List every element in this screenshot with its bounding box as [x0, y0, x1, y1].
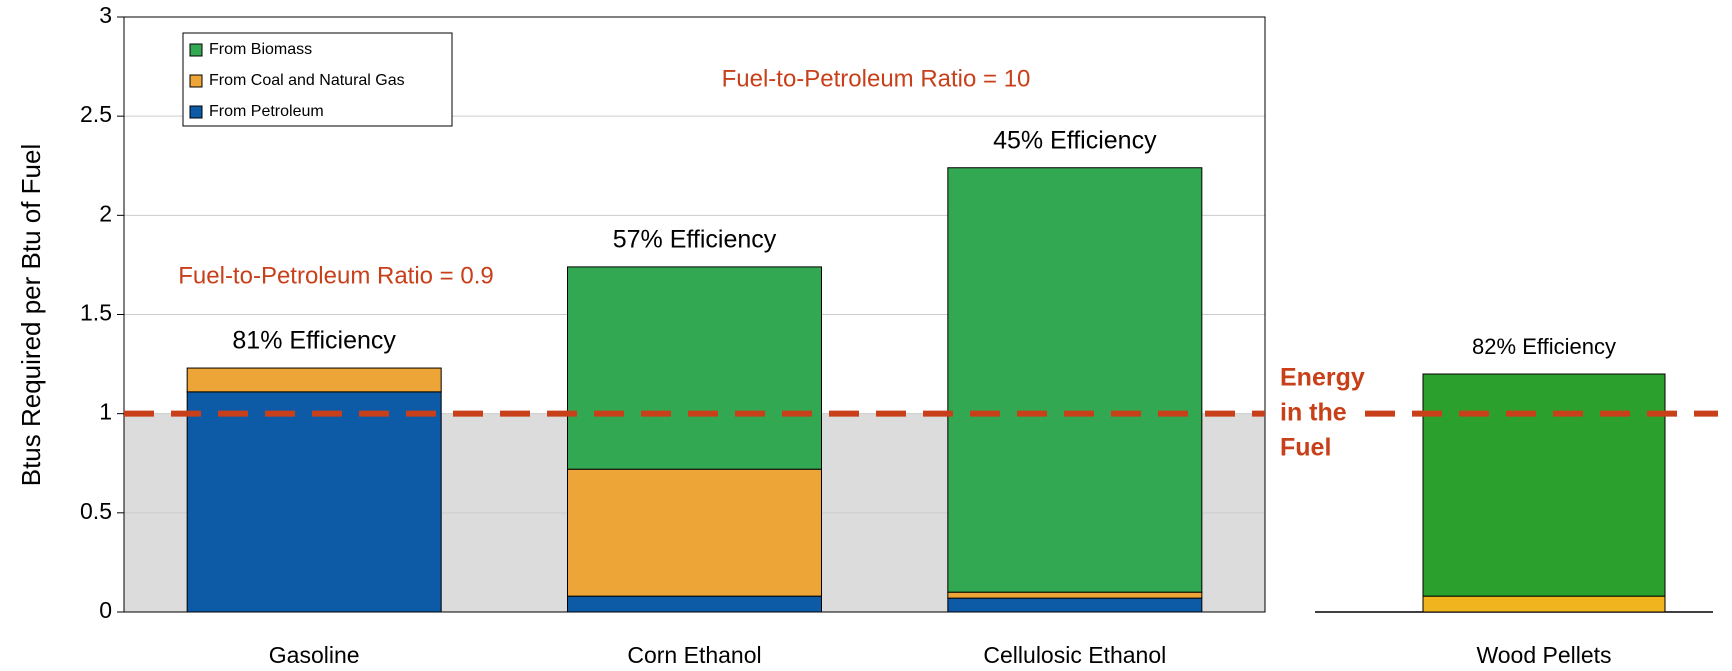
x-tick-label: Cellulosic Ethanol [983, 642, 1166, 668]
bar-label: 81% Efficiency [232, 327, 396, 355]
legend-swatch [189, 74, 203, 88]
x-tick-label: Wood Pellets [1476, 642, 1611, 668]
legend-swatch [189, 105, 203, 119]
bar-segment [186, 391, 442, 613]
x-tick-label: Corn Ethanol [627, 642, 761, 668]
bar-segment [186, 367, 442, 393]
y-tick-label: 1 [99, 399, 112, 425]
y-tick-label: 0.5 [80, 498, 112, 524]
bar-label: 57% Efficiency [613, 226, 777, 254]
reference-label: Fuel [1280, 433, 1331, 461]
y-tick-label: 2.5 [80, 101, 112, 127]
legend: From Biomass From Coal and Natural Gas Fro… [182, 32, 453, 127]
bar-segment [947, 591, 1203, 599]
y-tick-label: 3 [99, 2, 112, 28]
bar-segment [1422, 373, 1666, 597]
bar-segment [947, 597, 1203, 613]
legend-label: From Coal and Natural Gas [209, 72, 405, 89]
y-axis-title: Btus Required per Btu of Fuel [16, 144, 46, 487]
reference-label: in the [1280, 398, 1347, 426]
bar-segment [567, 595, 822, 613]
bar-label: 82% Efficiency [1472, 334, 1616, 359]
x-tick-label: Gasoline [269, 642, 360, 668]
annotation: Fuel-to-Petroleum Ratio = 0.9 [178, 262, 493, 289]
reference-label: Energy [1280, 363, 1365, 391]
bar-segment [1422, 595, 1666, 613]
plot-frame [123, 16, 1266, 613]
y-tick-label: 1.5 [80, 300, 112, 326]
bar-label: 45% Efficiency [993, 126, 1157, 154]
legend-swatch [189, 43, 203, 57]
annotation: Fuel-to-Petroleum Ratio = 10 [722, 65, 1031, 92]
bar-segment [567, 266, 822, 470]
bar-segment [567, 468, 822, 597]
legend-box [182, 32, 453, 127]
legend-label: From Petroleum [209, 103, 324, 120]
y-tick-label: 0 [99, 597, 112, 623]
y-tick-label: 2 [99, 200, 112, 226]
bar-segment [947, 167, 1203, 593]
legend-label: From Biomass [209, 41, 312, 58]
